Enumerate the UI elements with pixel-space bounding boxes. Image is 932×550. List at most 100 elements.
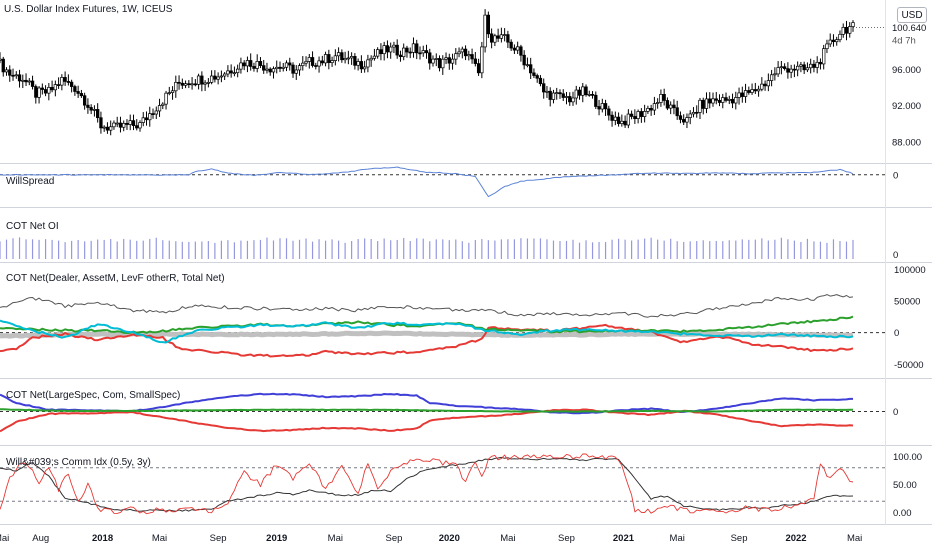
candle-body	[115, 122, 119, 125]
candle-body	[349, 56, 354, 59]
candle-body	[50, 87, 54, 91]
cot-net-title: COT Net(Dealer, AssetM, LevF otherR, Tot…	[6, 273, 225, 284]
candle-body	[714, 98, 718, 101]
candle-body	[209, 75, 214, 83]
candle-body	[659, 94, 663, 103]
candle-body	[555, 92, 559, 94]
candle-body	[607, 108, 611, 116]
candle-body	[825, 43, 829, 50]
candle-body	[366, 59, 370, 68]
candle-body	[522, 54, 526, 66]
candle-body	[187, 83, 191, 86]
candle-body	[389, 46, 393, 53]
candle-body	[356, 61, 360, 66]
candle-body	[717, 99, 722, 103]
candle-body	[688, 113, 692, 118]
candle-body	[405, 47, 409, 53]
currency-button[interactable]: USD	[897, 7, 927, 23]
candle-body	[470, 54, 474, 60]
candle-body	[450, 58, 455, 64]
candle-body	[96, 109, 100, 119]
candle-body	[1, 58, 5, 73]
price-axis-label: 88.000	[892, 137, 921, 148]
candle-body	[4, 69, 9, 73]
candle-body	[8, 69, 12, 76]
candle-body	[636, 111, 640, 119]
candle-body	[177, 81, 181, 84]
candle-body	[646, 107, 650, 112]
candle-body	[509, 41, 513, 49]
candle-body	[590, 94, 595, 96]
candle-body	[656, 102, 660, 104]
candle-body	[79, 93, 84, 97]
candle-body	[796, 65, 800, 71]
candle-body	[66, 81, 71, 83]
candle-body	[844, 26, 849, 34]
candle-body	[587, 94, 591, 96]
candle-body	[258, 61, 263, 66]
candle-body	[428, 52, 432, 64]
candle-body	[691, 111, 696, 115]
cot-line-other	[0, 330, 854, 339]
candle-body	[499, 34, 504, 39]
candle-body	[372, 55, 377, 59]
candle-body	[11, 74, 15, 77]
candle-body	[734, 97, 738, 104]
candle-body	[307, 57, 311, 62]
cot-line-dealer	[0, 319, 854, 344]
candle-body	[135, 125, 139, 129]
candle-body	[610, 114, 614, 121]
candle-body	[109, 126, 113, 131]
candle-body	[441, 58, 445, 69]
candle-body	[551, 92, 556, 100]
candle-body	[623, 120, 627, 126]
candle-body	[799, 64, 803, 67]
candle-body	[170, 90, 175, 93]
candle-body	[730, 98, 735, 104]
candle-body	[271, 68, 276, 73]
candle-body	[421, 50, 425, 54]
candle-body	[789, 68, 793, 73]
candle-body	[750, 89, 754, 93]
candle-body	[815, 61, 819, 68]
candle-body	[304, 61, 308, 64]
candle-body	[232, 72, 237, 75]
candle-body	[138, 122, 142, 129]
x-axis-label: Sep	[385, 533, 402, 544]
candle-body	[200, 75, 204, 85]
candle-body	[24, 79, 28, 83]
candle-body	[167, 92, 171, 94]
candle-body	[239, 62, 243, 70]
x-axis-label: Aug	[32, 533, 49, 544]
candle-body	[561, 93, 565, 98]
candle-body	[545, 90, 549, 93]
candle-body	[392, 44, 396, 48]
candle-body	[792, 68, 797, 71]
candle-body	[574, 89, 578, 99]
candle-body	[294, 69, 298, 74]
candle-body	[769, 74, 774, 81]
candle-body	[0, 58, 2, 61]
candle-body	[434, 58, 438, 60]
candle-body	[737, 92, 741, 98]
candle-body	[183, 83, 188, 86]
candle-body	[343, 58, 347, 61]
candle-body	[812, 63, 816, 68]
candle-body	[76, 91, 80, 94]
candle-body	[353, 56, 357, 66]
candle-body	[242, 62, 246, 67]
candle-body	[594, 94, 598, 107]
candle-body	[642, 111, 647, 117]
candle-body	[213, 75, 217, 80]
candle-body	[118, 122, 123, 128]
candle-body	[144, 117, 149, 121]
candle-body	[154, 110, 158, 115]
x-axis-label: Sep	[731, 533, 748, 544]
candle-body	[340, 52, 344, 61]
x-axis-label: 2020	[439, 533, 460, 544]
candle-body	[255, 61, 259, 69]
candle-body	[529, 64, 533, 74]
candle-body	[502, 34, 507, 36]
candle-body	[629, 113, 634, 117]
